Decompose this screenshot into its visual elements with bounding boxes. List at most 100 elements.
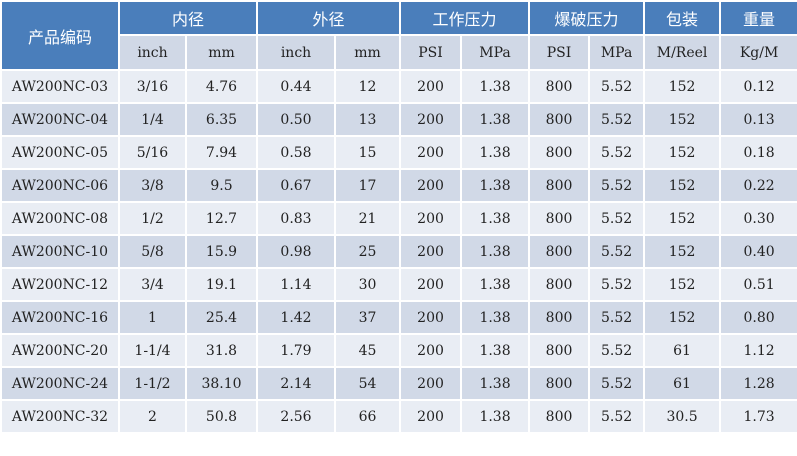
table-cell: 800 — [528, 267, 591, 302]
table-cell: 12.7 — [184, 201, 259, 236]
subheader-unit: Kg/M — [719, 34, 797, 71]
table-cell: 1/4 — [118, 102, 187, 137]
table-cell: 61 — [643, 333, 722, 368]
table-cell: 5.52 — [588, 168, 646, 203]
subheader-unit: M/Reel — [643, 34, 722, 71]
table-cell: 152 — [643, 300, 722, 335]
table-cell: 13 — [334, 102, 402, 137]
table-cell: 152 — [643, 201, 722, 236]
product-code-cell: AW200NC-08 — [0, 201, 120, 236]
table-cell: 66 — [334, 399, 402, 434]
table-cell: 5.52 — [588, 234, 646, 269]
subheader-unit: MPa — [588, 34, 646, 71]
table-cell: 19.1 — [184, 267, 259, 302]
table-cell: 1.73 — [719, 399, 797, 434]
table-row: AW200NC-05 5/16 7.94 0.58 15 200 1.38 800 5.52 15… — [0, 135, 797, 170]
table-cell: 200 — [399, 399, 463, 434]
table-cell: 61 — [643, 366, 722, 401]
table-cell: 31.8 — [184, 333, 259, 368]
subheader-unit: inch — [118, 34, 187, 71]
table-cell: 5.52 — [588, 135, 646, 170]
table-cell: 15 — [334, 135, 402, 170]
table-cell: 1.38 — [460, 300, 531, 335]
subheader-unit: PSI — [528, 34, 591, 71]
table-cell: 4.76 — [184, 69, 259, 104]
table-row: AW200NC-24 1-1/2 38.10 2.14 54 200 1.38 800 5.52… — [0, 366, 797, 401]
table-cell: 1.38 — [460, 333, 531, 368]
header-inner-diameter: 内径 — [117, 0, 259, 36]
table-cell: 25.4 — [184, 300, 259, 335]
table-cell: 5.52 — [588, 300, 646, 335]
subheader-unit: MPa — [460, 34, 531, 71]
table-cell: 5.52 — [588, 102, 646, 137]
table-cell: 200 — [399, 366, 463, 401]
subheader-unit: PSI — [399, 34, 463, 71]
table-cell: 1.79 — [256, 333, 337, 368]
table-cell: 5/8 — [118, 234, 187, 269]
table-cell: 17 — [334, 168, 402, 203]
table-cell: 1-1/4 — [118, 333, 187, 368]
table-cell: 0.22 — [719, 168, 797, 203]
table-cell: 152 — [643, 135, 722, 170]
table-cell: 1.38 — [460, 399, 531, 434]
table-cell: 0.40 — [719, 234, 797, 269]
table-cell: 0.18 — [719, 135, 797, 170]
header-outer-diameter: 外径 — [256, 0, 402, 36]
table-row: AW200NC-16 1 25.4 1.42 37 200 1.38 800 5.52 152 0.… — [0, 300, 797, 335]
subheader-unit: inch — [256, 34, 337, 71]
table-cell: 1.38 — [460, 168, 531, 203]
table-cell: 800 — [528, 69, 591, 104]
subheader-unit: mm — [334, 34, 402, 71]
table-cell: 0.50 — [256, 102, 337, 137]
table-cell: 1.38 — [460, 234, 531, 269]
table-cell: 152 — [643, 168, 722, 203]
spec-table: 产品编码 内径 外径 工作压力 爆破压力 包装 重量 inch mm inch mm P… — [0, 0, 797, 434]
table-cell: 21 — [334, 201, 402, 236]
table-cell: 0.13 — [719, 102, 797, 137]
table-cell: 2.56 — [256, 399, 337, 434]
table-cell: 1.12 — [719, 333, 797, 368]
table-cell: 5.52 — [588, 333, 646, 368]
table-cell: 152 — [643, 267, 722, 302]
table-cell: 1.42 — [256, 300, 337, 335]
table-cell: 5.52 — [588, 69, 646, 104]
table-cell: 1.38 — [460, 201, 531, 236]
table-cell: 200 — [399, 201, 463, 236]
table-row: AW200NC-10 5/8 15.9 0.98 25 200 1.38 800 5.52 152… — [0, 234, 797, 269]
table-cell: 38.10 — [184, 366, 259, 401]
table-cell: 3/4 — [118, 267, 187, 302]
table-cell: 800 — [528, 333, 591, 368]
table-cell: 800 — [528, 135, 591, 170]
table-cell: 3/16 — [118, 69, 187, 104]
table-cell: 200 — [399, 300, 463, 335]
table-row: AW200NC-03 3/16 4.76 0.44 12 200 1.38 800 5.52 15… — [0, 69, 797, 104]
table-cell: 200 — [399, 69, 463, 104]
table-cell: 0.30 — [719, 201, 797, 236]
header-packaging: 包装 — [643, 0, 722, 36]
table-cell: 7.94 — [184, 135, 259, 170]
table-cell: 200 — [399, 168, 463, 203]
table-cell: 1.38 — [460, 267, 531, 302]
table-cell: 1.38 — [460, 135, 531, 170]
table-cell: 1.14 — [256, 267, 337, 302]
table-cell: 152 — [643, 234, 722, 269]
table-cell: 1-1/2 — [118, 366, 187, 401]
table-cell: 200 — [399, 333, 463, 368]
table-cell: 200 — [399, 135, 463, 170]
product-code-cell: AW200NC-24 — [0, 366, 120, 401]
table-cell: 152 — [643, 69, 722, 104]
product-code-cell: AW200NC-06 — [0, 168, 120, 203]
table-cell: 30.5 — [643, 399, 722, 434]
table-row: AW200NC-06 3/8 9.5 0.67 17 200 1.38 800 5.52 152 0… — [0, 168, 797, 203]
table-cell: 800 — [528, 102, 591, 137]
header-product-code: 产品编码 — [0, 0, 120, 71]
table-cell: 54 — [334, 366, 402, 401]
subheader-unit: mm — [184, 34, 259, 71]
table-cell: 0.58 — [256, 135, 337, 170]
table-cell: 2.14 — [256, 366, 337, 401]
product-code-cell: AW200NC-10 — [0, 234, 120, 269]
table-cell: 5/16 — [118, 135, 187, 170]
table-cell: 37 — [334, 300, 402, 335]
table-cell: 0.83 — [256, 201, 337, 236]
table-cell: 800 — [528, 234, 591, 269]
